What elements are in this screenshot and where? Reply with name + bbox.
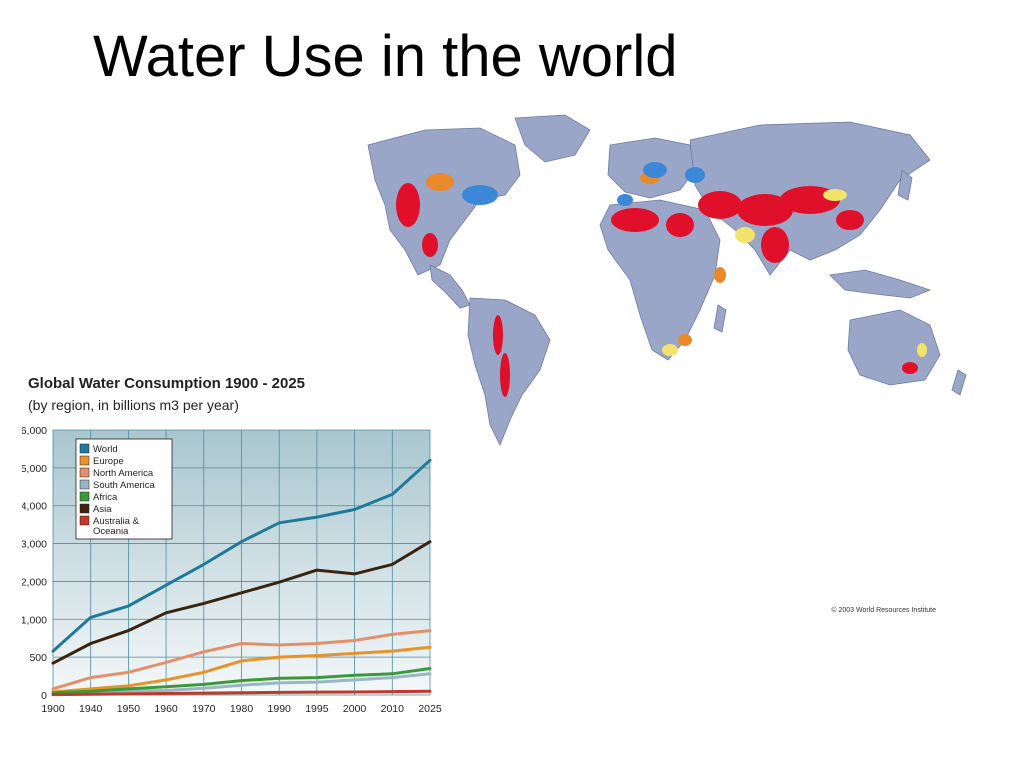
medium-stress-areas [426, 172, 726, 346]
x-tick-label: 1970 [192, 703, 216, 715]
series-line-europe [51, 645, 432, 694]
central-america-landmass [429, 264, 471, 309]
new-zealand-landmass [951, 369, 967, 396]
legend-swatch [79, 503, 90, 514]
y-tick-label: 4,000 [22, 501, 47, 513]
madagascar-landmass [713, 304, 727, 333]
series-line-south-america [51, 672, 432, 696]
legend-label: Australia & Oceania [93, 516, 140, 537]
legend-label: Asia [93, 504, 112, 515]
legend-swatch [79, 479, 90, 490]
legend-box [75, 438, 173, 540]
mild-stress-areas [662, 189, 927, 357]
y-tick-label: 3,000 [22, 539, 47, 551]
legend-label: Africa [93, 492, 118, 503]
chart-subtitle: (by region, in billions m3 per year) [28, 397, 239, 413]
y-tick-label: 1,000 [22, 614, 47, 626]
x-tick-label: 2010 [381, 703, 405, 715]
slide-title: Water Use in the world [93, 24, 678, 89]
chart-title: Global Water Consumption 1900 - 2025 [28, 375, 306, 392]
y-tick-label: 500 [29, 652, 47, 664]
legend-swatch [79, 515, 90, 526]
x-tick-label: 1940 [79, 703, 103, 715]
legend-swatch [79, 443, 90, 454]
chart-plot: 0 500 1,000 2,000 3,000 4,000 5,000 6,000 1900 19… [22, 425, 442, 715]
water-consumption-chart: Global Water Consumption 1900 - 2025 (by… [22, 366, 452, 718]
legend-label: Europe [93, 456, 124, 467]
legend-swatch [79, 491, 90, 502]
y-tick-label: 5,000 [22, 463, 47, 475]
x-tick-label: 1995 [305, 703, 329, 715]
x-tick-label: 1980 [230, 703, 254, 715]
series-line-australia-oceania [51, 689, 432, 697]
map-credit: © 2003 World Resources Institute [831, 607, 936, 614]
north-america-landmass [367, 127, 521, 276]
legend-label: South America [93, 480, 155, 491]
high-stress-areas [396, 183, 918, 397]
y-tick-label: 0 [41, 690, 47, 702]
series-line-north-america [51, 629, 432, 691]
series-line-africa [51, 667, 432, 695]
x-tick-label: 1960 [154, 703, 178, 715]
greenland-landmass [514, 114, 591, 163]
indonesia-landmass [829, 269, 932, 299]
legend-label: North America [93, 468, 154, 479]
x-tick-label: 1900 [41, 703, 65, 715]
legend-label: World [93, 444, 118, 455]
y-tick-label: 6,000 [22, 425, 47, 437]
world-water-map: © 2003 World Resources Institute [290, 100, 1010, 614]
x-tick-label: 2000 [343, 703, 367, 715]
legend-swatch [79, 455, 90, 466]
x-tick-label: 2025 [418, 703, 442, 715]
japan-landmass [897, 169, 913, 201]
series-line-world [51, 458, 432, 653]
x-tick-label: 1950 [117, 703, 141, 715]
legend-swatch [79, 467, 90, 478]
low-stress-areas [462, 162, 705, 206]
series-line-asia [51, 540, 432, 665]
y-tick-label: 2,000 [22, 576, 47, 588]
x-tick-label: 1990 [268, 703, 292, 715]
